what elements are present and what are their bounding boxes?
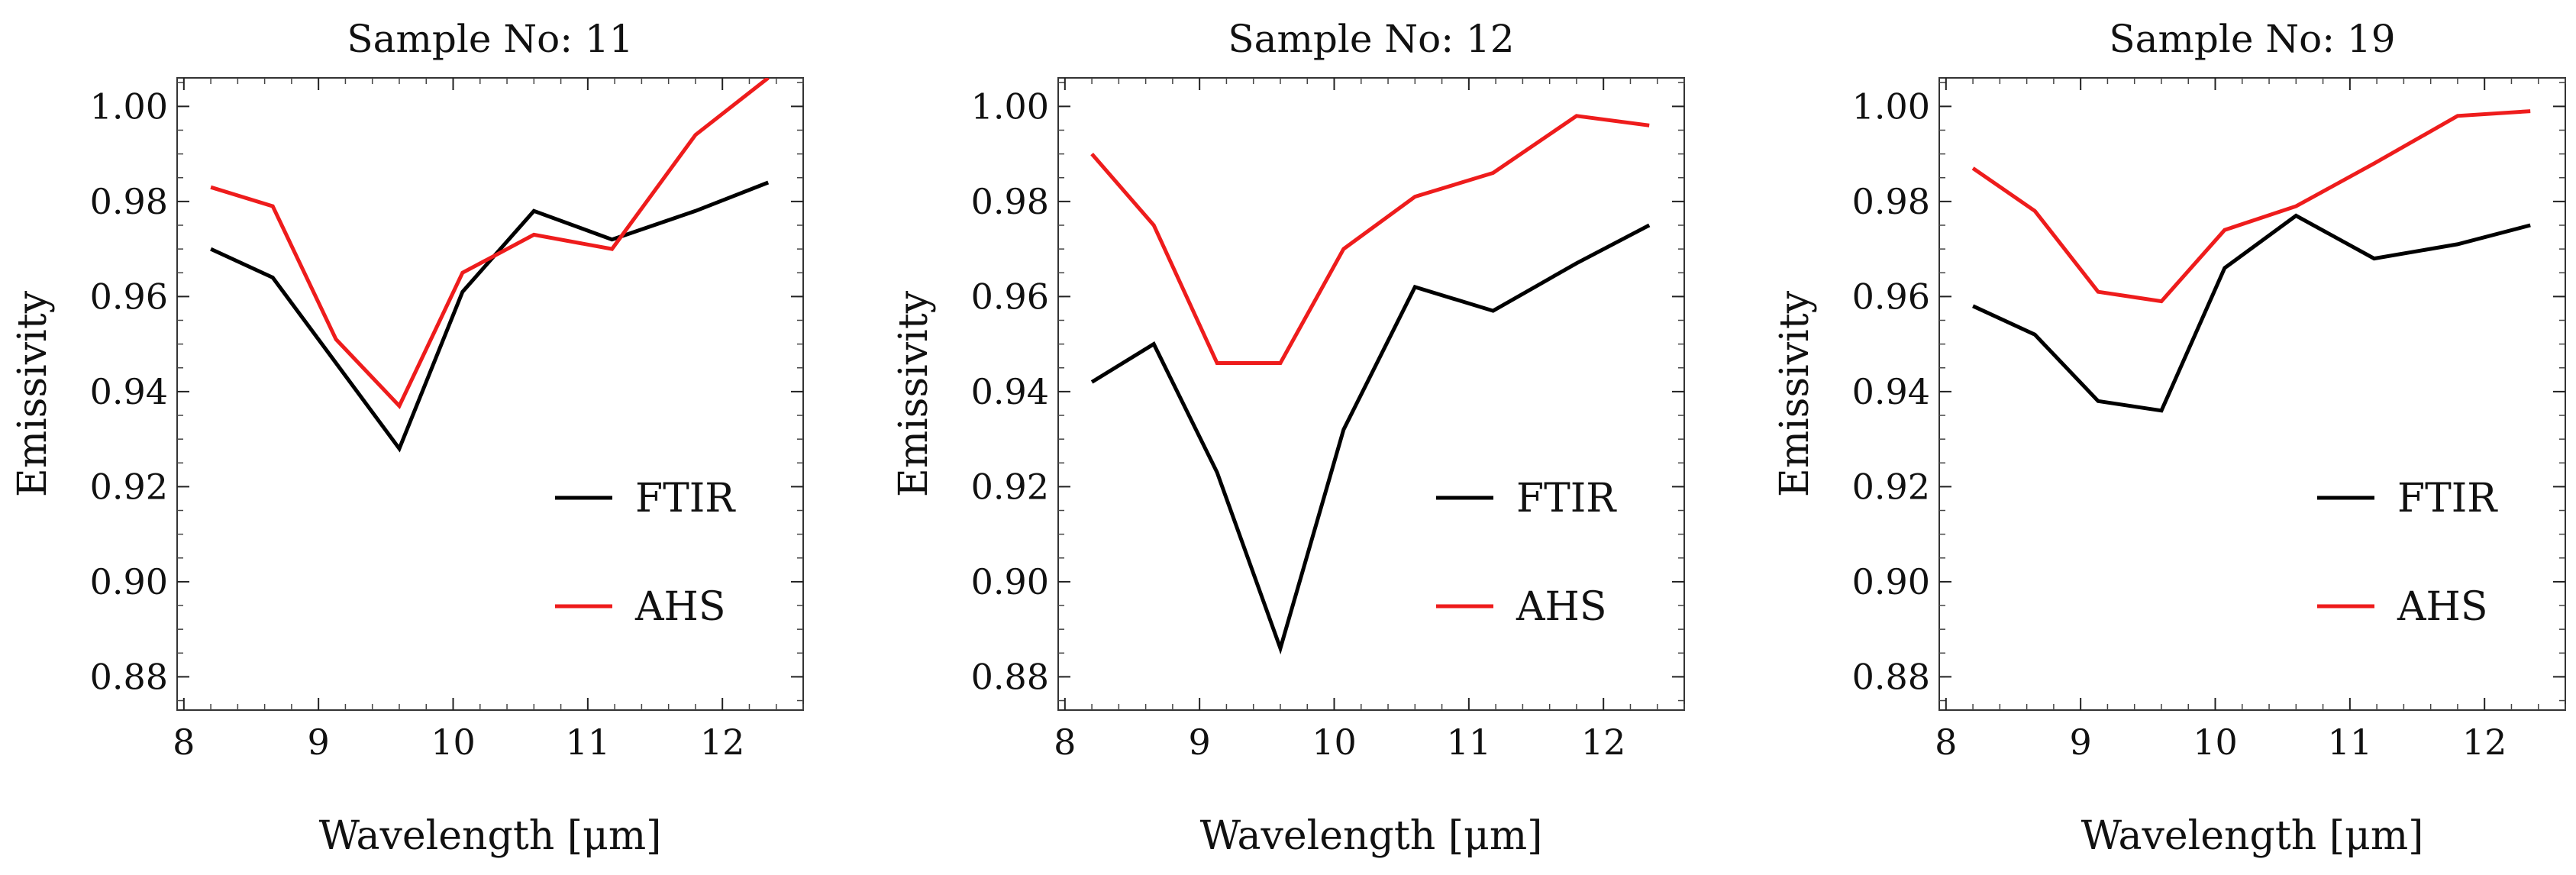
- y-axis-label: Emissivity: [1772, 290, 1818, 497]
- plot-frame: [1938, 77, 2566, 711]
- x-tick-label: 8: [1054, 722, 1076, 763]
- y-tick-label: 0.90: [1852, 561, 1930, 602]
- series-line-ahs: [210, 78, 770, 409]
- y-tick-label: 0.94: [90, 371, 168, 412]
- legend-label-ahs: AHS: [2397, 584, 2488, 630]
- x-axis-label: Wavelength [μm]: [319, 813, 662, 859]
- y-tick-label: 0.96: [971, 276, 1049, 317]
- chart-title: Sample No: 12: [1228, 17, 1514, 61]
- x-tick-label: 12: [700, 722, 745, 763]
- x-tick-label: 8: [1935, 722, 1957, 763]
- y-axis-label: Emissivity: [891, 290, 937, 497]
- x-tick-label: 10: [1312, 722, 1357, 763]
- y-tick-label: 0.90: [971, 561, 1049, 602]
- x-tick-label: 12: [2462, 722, 2507, 763]
- y-tick-label: 0.94: [1852, 371, 1930, 412]
- y-tick-label: 0.88: [90, 656, 168, 697]
- chart-panel-1: 0.88 0.90 0.92 0.94 0.96 0.98 1.00 8 9 10 11 12 Samp…: [10, 17, 804, 859]
- x-tick-label: 10: [2193, 722, 2238, 763]
- plot-frame: [1057, 77, 1685, 711]
- y-tick-label: 0.98: [971, 181, 1049, 222]
- y-tick-label: 0.98: [1852, 181, 1930, 222]
- y-tick-label: 0.92: [1852, 466, 1930, 507]
- x-tick-label: 10: [431, 722, 476, 763]
- chart-title: Sample No: 11: [347, 17, 633, 61]
- y-tick-label: 0.92: [971, 466, 1049, 507]
- x-tick-label: 11: [566, 722, 611, 763]
- x-tick-label: 8: [173, 722, 195, 763]
- x-tick-label: 12: [1581, 722, 1626, 763]
- legend-label-ahs: AHS: [1516, 584, 1607, 630]
- series-line-ahs: [1971, 109, 2531, 304]
- x-axis-label: Wavelength [μm]: [2081, 813, 2424, 859]
- chart-panel-3: 0.88 0.90 0.92 0.94 0.96 0.98 1.00 8 9 10 11 12 Samp…: [1772, 17, 2566, 859]
- legend-label-ftir: FTIR: [2397, 476, 2498, 521]
- series-line-ahs: [1090, 114, 1650, 365]
- y-tick-label: 0.88: [1852, 656, 1930, 697]
- series-line-ftir: [210, 180, 770, 453]
- y-tick-label: 1.00: [1852, 86, 1930, 127]
- x-tick-label: 9: [308, 722, 330, 763]
- y-tick-label: 0.96: [90, 276, 168, 317]
- legend-label-ahs: AHS: [634, 584, 726, 630]
- legend-label-ftir: FTIR: [635, 476, 736, 521]
- x-axis-label: Wavelength [μm]: [1200, 813, 1543, 859]
- y-tick-label: 0.98: [90, 181, 168, 222]
- x-tick-label: 9: [2070, 722, 2092, 763]
- y-tick-label: 0.92: [90, 466, 168, 507]
- chart-title: Sample No: 19: [2109, 17, 2395, 61]
- y-tick-label: 1.00: [90, 86, 168, 127]
- plot-frame: [176, 77, 804, 711]
- chart-panel-2: 0.88 0.90 0.92 0.94 0.96 0.98 1.00 8 9 10 11 12 Samp…: [891, 17, 1685, 859]
- series-line-ftir: [1972, 213, 2531, 413]
- x-tick-label: 11: [2328, 722, 2373, 763]
- y-tick-label: 0.90: [90, 561, 168, 602]
- y-tick-label: 1.00: [971, 86, 1049, 127]
- x-tick-label: 11: [1447, 722, 1492, 763]
- y-tick-label: 0.88: [971, 656, 1049, 697]
- y-tick-label: 0.94: [971, 371, 1049, 412]
- x-tick-label: 9: [1189, 722, 1211, 763]
- y-tick-label: 0.96: [1852, 276, 1930, 317]
- y-axis-label: Emissivity: [10, 290, 56, 497]
- legend-label-ftir: FTIR: [1516, 476, 1617, 521]
